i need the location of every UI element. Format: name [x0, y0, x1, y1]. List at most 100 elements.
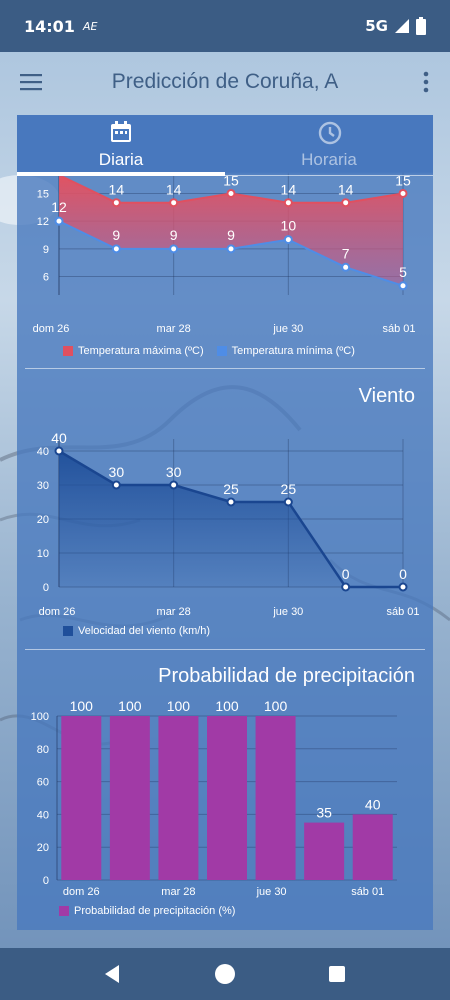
min-temp-swatch: [216, 346, 227, 356]
wind-data-label: 25: [223, 481, 239, 497]
wind-point: [341, 582, 351, 592]
precip-data-label: 100: [70, 698, 94, 714]
x-tick-label: jue 30: [272, 606, 303, 618]
battery-icon: [416, 17, 426, 35]
max-temp-point: [111, 198, 121, 208]
tab-daily[interactable]: Diaria: [17, 115, 225, 177]
wind-section-title: Viento: [358, 385, 415, 407]
wind-point: [398, 582, 408, 592]
tab-daily-label: Diaria: [98, 150, 144, 169]
precip-data-label: 100: [118, 698, 142, 714]
wind-data-label: 25: [281, 481, 297, 497]
min-temp-point: [169, 244, 179, 254]
wind-point: [111, 480, 121, 490]
min-temp-data-label: 7: [342, 245, 350, 261]
precip-section-title: Probabilidad de precipitación: [158, 665, 415, 687]
y-tick-label: 0: [43, 875, 49, 887]
precip-bar: [304, 822, 345, 880]
max-temp-data-label: 14: [281, 182, 297, 198]
min-temp-data-label: 5: [399, 264, 407, 280]
wind-legend: Velocidad del viento (km/h): [63, 625, 210, 637]
min-temp-legend-label: Temperatura mínima (ºC): [231, 345, 355, 357]
wind-point: [169, 480, 179, 490]
y-tick-label: 0: [43, 582, 49, 594]
precip-bar: [352, 814, 393, 880]
min-temp-point: [226, 244, 236, 254]
tab-hourly[interactable]: Horaria: [225, 115, 433, 177]
min-temp-data-label: 9: [227, 227, 235, 243]
precip-data-label: 35: [316, 805, 332, 821]
precip-data-label: 40: [365, 796, 381, 812]
precip-legend-label: Probabilidad de precipitación (%): [74, 905, 236, 917]
tab-hourly-label: Horaria: [301, 150, 357, 169]
back-icon[interactable]: [99, 960, 127, 988]
y-tick-label: 15: [37, 188, 49, 200]
min-temp-point: [54, 216, 64, 226]
precip-swatch: [59, 906, 69, 916]
wind-data-label: 30: [109, 464, 125, 480]
y-tick-label: 10: [37, 548, 49, 560]
recents-icon[interactable]: [323, 960, 351, 988]
min-temp-data-label: 9: [112, 227, 120, 243]
max-temp-point: [398, 188, 408, 198]
max-temp-point: [226, 188, 236, 198]
clock-icon: [318, 121, 342, 145]
wind-point: [54, 446, 64, 456]
max-temp-data-label: 14: [338, 182, 354, 198]
max-temp-point: [283, 198, 293, 208]
wind-point: [283, 497, 293, 507]
wind-data-label: 0: [342, 566, 350, 582]
min-temp-point: [398, 281, 408, 291]
y-tick-label: 20: [37, 842, 49, 854]
max-temp-point: [169, 198, 179, 208]
section-divider: [25, 368, 425, 369]
home-icon[interactable]: [211, 960, 239, 988]
wind-data-label: 40: [51, 430, 67, 446]
more-vert-icon[interactable]: [419, 71, 433, 93]
precip-bar: [207, 716, 247, 880]
wind-data-label: 30: [166, 464, 182, 480]
y-tick-label: 40: [37, 446, 49, 458]
temperature-legend: Temperatura máxima (ºC) Temperatura míni…: [63, 345, 355, 357]
app-bar: Predicción de Coruña, A: [0, 52, 450, 112]
x-tick-label: sáb 01: [351, 886, 384, 898]
signal-icon: [395, 19, 409, 33]
x-tick-label: sáb 01: [386, 606, 419, 618]
y-tick-label: 40: [37, 809, 49, 821]
forecast-card: 6 9 12 15 14 14 15 14 14 15 12 9 9 9 10 7 5 dom 26 mar 28 j…: [17, 115, 433, 930]
hamburger-menu-icon[interactable]: [20, 73, 42, 91]
y-tick-label: 30: [37, 480, 49, 492]
precip-legend: Probabilidad de precipitación (%): [59, 905, 235, 917]
precip-bar: [109, 716, 150, 880]
wind-swatch: [63, 626, 73, 636]
x-tick-label: dom 26: [39, 606, 76, 618]
max-temp-legend-label: Temperatura máxima (ºC): [78, 345, 204, 357]
x-tick-label: dom 26: [63, 886, 100, 898]
precip-bar: [158, 716, 199, 880]
x-tick-label: jue 30: [272, 323, 303, 335]
max-temp-data-label: 14: [109, 182, 125, 198]
wind-legend-label: Velocidad del viento (km/h): [78, 625, 211, 637]
status-time: 14:01: [24, 16, 75, 36]
y-tick-label: 20: [37, 514, 49, 526]
wind-point: [226, 497, 236, 507]
y-tick-label: 6: [43, 272, 49, 284]
y-tick-label: 60: [37, 777, 49, 789]
x-tick-label: mar 28: [161, 886, 195, 898]
y-tick-label: 80: [37, 744, 49, 756]
precip-data-label: 100: [215, 698, 239, 714]
precip-data-label: 100: [167, 698, 191, 714]
min-temp-data-label: 9: [170, 227, 178, 243]
precipitation-chart: 0 20 40 60 80 100 100 100 100 100 100 35 40 dom 26 mar…: [31, 698, 397, 898]
min-temp-point: [341, 262, 351, 272]
x-tick-label: sáb 01: [382, 323, 415, 335]
tab-bar: Diaria Horaria: [17, 115, 433, 177]
calendar-icon: [111, 121, 131, 142]
network-type: 5G: [365, 17, 388, 35]
system-nav-bar: [0, 948, 450, 1000]
y-tick-label: 12: [37, 216, 49, 228]
tab-divider-line: [225, 175, 433, 176]
min-temp-point: [283, 235, 293, 245]
